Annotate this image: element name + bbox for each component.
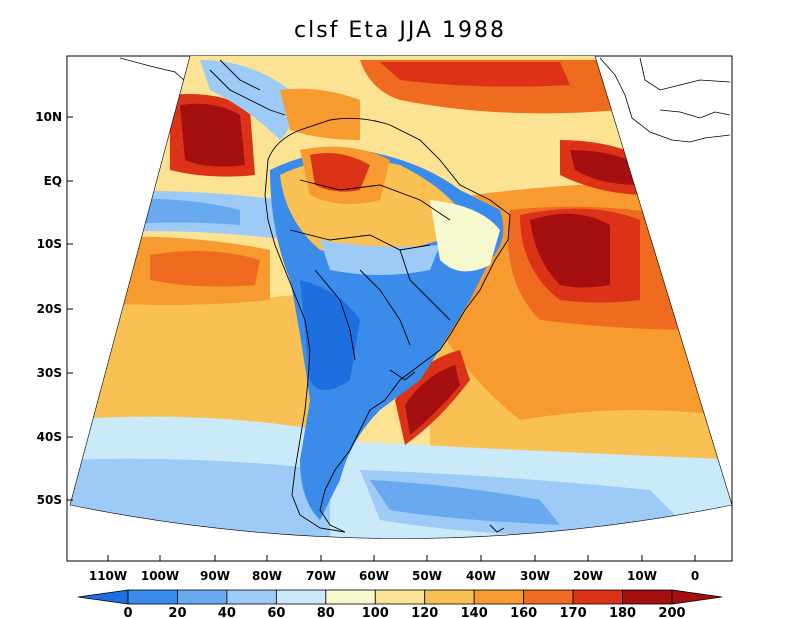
- lat-label-20s: 20S: [37, 302, 62, 316]
- lon-ticks: [107, 555, 696, 561]
- colorbar-label: 180: [609, 606, 636, 618]
- colorbar-box: [473, 589, 525, 605]
- colorbar-label: 160: [510, 606, 537, 618]
- colorbar: 0 20 40 60 80 100 120 140 160 170 180 200: [77, 589, 723, 618]
- lat-ticks: [67, 116, 73, 501]
- lat-label-50s: 50S: [37, 493, 62, 507]
- map-title: clsf Eta JJA 1988: [293, 18, 507, 43]
- colorbar-box: [226, 589, 277, 605]
- colorbar-arrow-low: [77, 589, 129, 605]
- lon-label-10w: 10W: [627, 569, 657, 583]
- colorbar-label: 120: [411, 606, 438, 618]
- colorbar-box: [572, 589, 623, 605]
- coastlines: [209, 59, 511, 533]
- lon-label-70w: 70W: [306, 569, 336, 583]
- lon-label-60w: 60W: [359, 569, 389, 583]
- lon-label-40w: 40W: [466, 569, 496, 583]
- lat-label-30s: 30S: [37, 366, 62, 380]
- colorbar-box: [127, 589, 178, 605]
- lon-label-30w: 30W: [520, 569, 550, 583]
- colorbar-label: 170: [560, 606, 587, 618]
- colorbar-box: [424, 589, 475, 605]
- colorbar-label: 100: [362, 606, 389, 618]
- colorbar-box: [325, 589, 376, 605]
- colorbar-label: 60: [267, 606, 285, 618]
- lat-label-10s: 10S: [37, 237, 62, 251]
- colorbar-label: 200: [658, 606, 685, 618]
- colorbar-label: 140: [461, 606, 488, 618]
- colorbar-box: [275, 589, 327, 605]
- lon-label-50w: 50W: [412, 569, 442, 583]
- lon-label-0: 0: [691, 569, 699, 583]
- colorbar-box: [622, 589, 673, 605]
- lon-label-80w: 80W: [252, 569, 282, 583]
- domain-boundary: [69, 55, 733, 539]
- lat-label-eq: EQ: [44, 174, 62, 188]
- lon-label-20w: 20W: [573, 569, 603, 583]
- lon-label-110w: 110W: [89, 569, 127, 583]
- colorbar-label: 80: [317, 606, 335, 618]
- lat-label-40s: 40S: [37, 430, 62, 444]
- lat-label-10n: 10N: [35, 110, 62, 124]
- colorbar-box: [177, 589, 228, 605]
- colorbar-label: 40: [218, 606, 236, 618]
- colorbar-box: [523, 589, 574, 605]
- colorbar-label: 20: [168, 606, 186, 618]
- colorbar-box: [374, 589, 426, 605]
- colorbar-arrow-high: [671, 589, 723, 605]
- colorbar-label: 0: [123, 606, 132, 618]
- lon-label-90w: 90W: [200, 569, 230, 583]
- lon-label-100w: 100W: [141, 569, 179, 583]
